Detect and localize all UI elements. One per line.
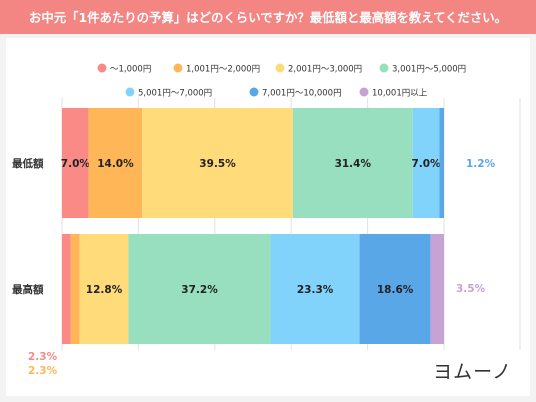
- legend-swatch: [125, 87, 135, 97]
- legend-label: 3,001円〜5,000円: [392, 65, 466, 75]
- legend-swatch: [379, 63, 389, 73]
- legend-label: 〜1,000円: [110, 65, 151, 75]
- data-label: 23.3%: [297, 284, 334, 296]
- legend-swatch: [275, 63, 285, 73]
- data-label: 7.0%: [61, 158, 91, 170]
- yomuno-logo: ヨムーノ: [433, 361, 512, 383]
- bar-segment: [62, 108, 89, 218]
- legend-swatch: [173, 63, 183, 73]
- bar-segment: [62, 234, 71, 344]
- data-label: 14.0%: [97, 158, 134, 170]
- data-label: 12.8%: [86, 284, 123, 296]
- bar-segment: [70, 234, 80, 344]
- data-label: 39.5%: [199, 158, 236, 170]
- data-label: 2.3%: [28, 365, 58, 377]
- chart-title: お中元「1件あたりの予算」はどのくらいですか？最低額と最高額を教えてください。: [0, 0, 536, 34]
- data-label: 18.6%: [377, 284, 414, 296]
- bar-segment: [439, 108, 444, 218]
- data-label: 1.2%: [466, 158, 496, 170]
- category-label: 最高額: [12, 283, 44, 296]
- stacked-bar-chart: 〜1,000円 1,001円〜2,000円 2,001円〜3,000円 3,001円〜…: [12, 63, 521, 377]
- chart-card: 〜1,000円 1,001円〜2,000円 2,001円〜3,000円 3,001円〜…: [6, 38, 530, 396]
- legend-label: 10,001円以上: [372, 89, 428, 99]
- legend-swatch: [359, 87, 369, 97]
- legend-swatch: [97, 63, 107, 73]
- data-label: 31.4%: [335, 158, 372, 170]
- bar-segment: [79, 234, 129, 344]
- data-label: 37.2%: [181, 284, 218, 296]
- data-label: 3.5%: [456, 283, 486, 295]
- bar-segment: [412, 108, 440, 218]
- legend-label: 1,001円〜2,000円: [186, 65, 260, 75]
- bar-segment: [88, 108, 143, 218]
- bar-segment: [430, 234, 444, 344]
- bar-segment: [128, 234, 271, 344]
- legend-label: 7,001円〜10,000円: [262, 89, 342, 99]
- legend-label: 5,001円〜7,000円: [138, 89, 212, 99]
- bar-segment: [270, 234, 360, 344]
- bar-segment: [292, 108, 413, 218]
- category-label: 最低額: [12, 157, 44, 170]
- bar-segment: [142, 108, 293, 218]
- legend-swatch: [249, 87, 259, 97]
- data-label: 2.3%: [28, 351, 58, 363]
- data-label: 7.0%: [412, 158, 442, 170]
- legend-label: 2,001円〜3,000円: [288, 65, 362, 75]
- bar-segment: [359, 234, 431, 344]
